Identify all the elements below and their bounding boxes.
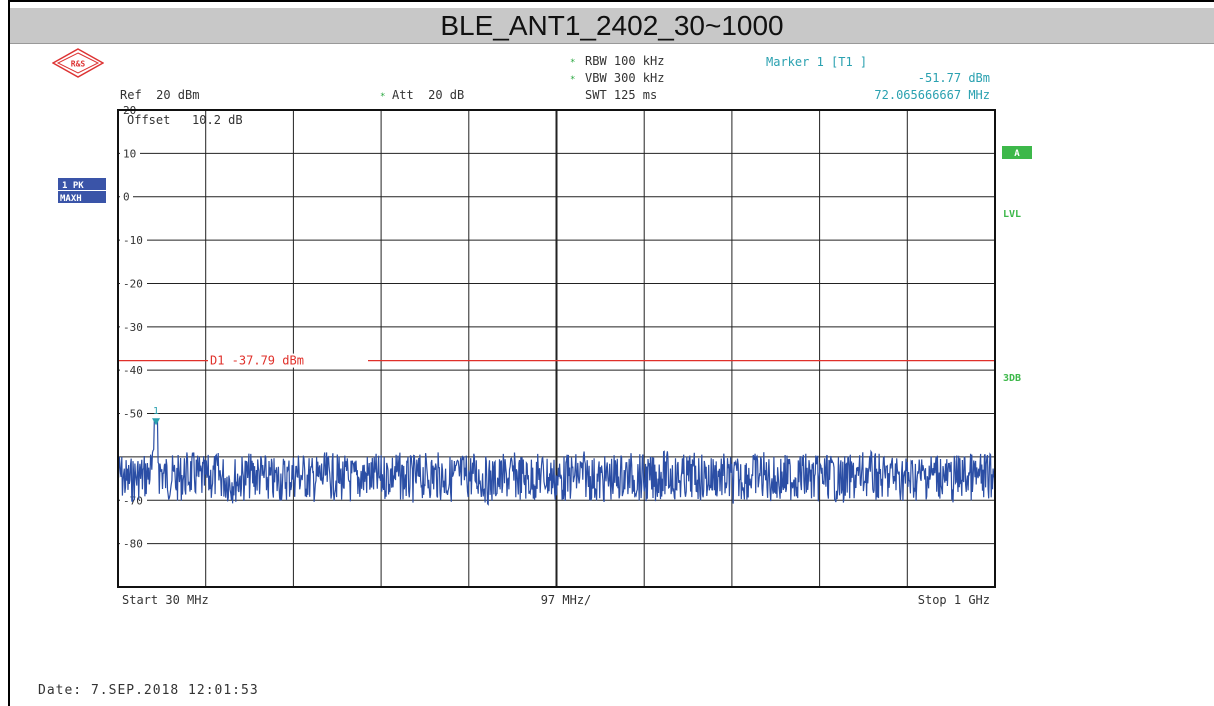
display-line-label: D1 -37.79 dBm [210,354,304,368]
y-tick-label: 10 [123,147,136,160]
offset-label: Offset 10.2 dB [127,113,243,127]
rbw-star: * [570,58,575,68]
trace-badge-label: 1 PK [62,181,84,191]
y-tick-label: -30 [123,321,143,334]
marker-1-label: 1 [153,406,159,417]
trace-1-line [117,420,996,506]
swt-label: SWT 125 ms [585,88,657,102]
y-tick-label-bg [120,234,147,246]
trace-group [117,420,996,506]
span-per-division: 97 MHz/ [541,593,592,607]
page-title: BLE_ANT1_2402_30~1000 [440,9,784,41]
y-tick-label: -20 [123,277,143,290]
mode-badge [58,191,106,203]
att-label: Att 20 dB [392,88,464,102]
ref-level-label: Ref 20 dBm [120,88,199,102]
y-tick-label-bg [120,147,140,159]
start-frequency: Start 30 MHz [122,593,209,607]
plot-border [117,109,996,588]
y-tick-label-bg [120,494,147,506]
marker-level: -51.77 dBm [918,71,990,85]
trace-a-label: A [1014,149,1020,159]
y-tick-label: -50 [123,408,143,421]
marker-frequency: 72.065666667 MHz [874,88,990,102]
rs-logo-icon: R&S [52,48,104,78]
y-tick-label: -40 [123,364,143,377]
y-tick-label-bg [120,277,147,289]
marker-title: Marker 1 [T1 ] [766,55,867,69]
rbw-label: RBW 100 kHz [585,54,664,68]
trace-a-badge [1002,146,1032,159]
date-timestamp: Date: 7.SEP.2018 12:01:53 [38,683,259,698]
marker-1-triangle [152,418,161,426]
y-tick-label-bg [120,190,133,202]
marker-group: 1 [152,406,161,426]
frame-left-border [8,0,10,706]
rs-logo-text: R&S [71,60,86,69]
trace-badge [58,178,106,190]
frame-top-border [8,0,1214,8]
y-tick-label: -10 [123,234,143,247]
y-tick-label: 0 [123,191,130,204]
att-star: * [380,92,385,102]
plot-grid [118,110,995,587]
vbw-label: VBW 300 kHz [585,71,664,85]
y-tick-label-bg [120,320,147,332]
y-tick-label: -80 [123,538,143,551]
y-tick-label-bg [120,537,147,549]
3db-label: 3DB [1003,373,1021,384]
stop-frequency: Stop 1 GHz [918,593,990,607]
lvl-label: LVL [1003,209,1021,220]
mode-badge-label: MAXH [60,194,82,204]
display-line-label-bg [208,353,368,368]
y-tick-label-bg [120,407,147,419]
vbw-star: * [570,75,575,85]
title-bar: BLE_ANT1_2402_30~1000 [10,8,1214,44]
y-tick-label-bg [120,364,147,376]
display-line-group: D1 -37.79 dBm [118,353,995,368]
